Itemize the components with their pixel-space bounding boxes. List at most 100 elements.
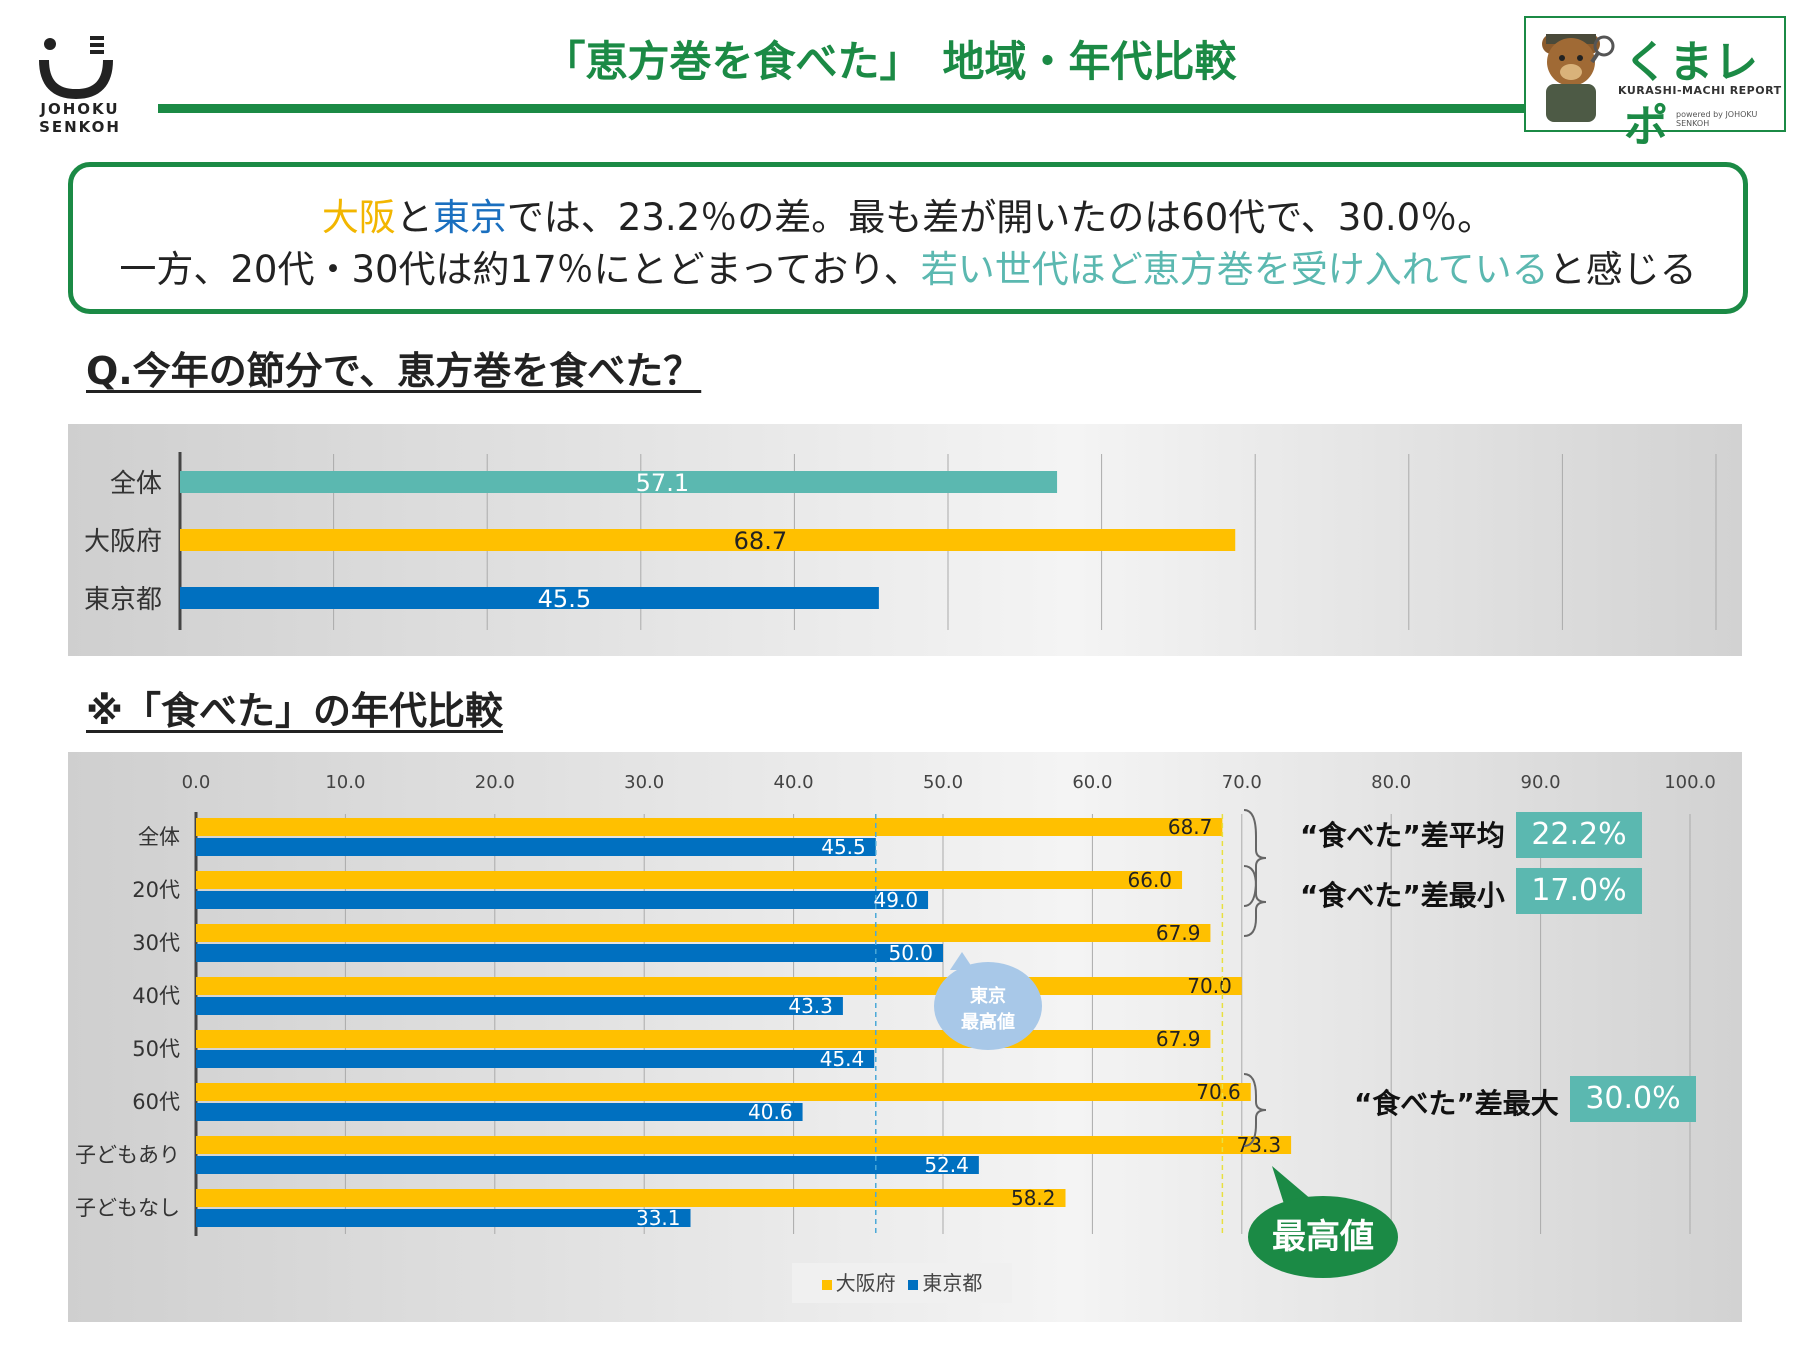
age-comparison-heading: ※「食べた」の年代比較	[86, 689, 503, 733]
johoku-logo	[28, 30, 128, 140]
tokyo-max-line1: 東京	[970, 986, 1006, 1007]
bar-tokyo	[196, 1103, 803, 1121]
bar-osaka	[196, 977, 1242, 995]
bar-tokyo	[196, 1156, 979, 1174]
x-tick-label: 60.0	[1072, 772, 1112, 793]
bar-osaka	[196, 1083, 1251, 1101]
bear-detective-icon	[1542, 34, 1615, 122]
logo-text-line2: SENKOH	[39, 118, 121, 136]
data-label: 70.6	[1196, 1080, 1241, 1104]
data-label: 45.5	[538, 585, 591, 613]
data-label: 45.4	[820, 1047, 865, 1071]
age-chart-panel: 0.0 10.0 20.0 30.0 40.0 50.0 60.0 70.0 80.0 90.0 1…	[68, 752, 1742, 1322]
max-bubble-pointer-icon	[1272, 1166, 1312, 1204]
annotation-braces	[1243, 809, 1267, 1147]
bar	[180, 471, 1058, 493]
chart-legend: 大阪府 東京都	[792, 1263, 1012, 1303]
summary-line-1: 大阪と東京では、23.2％の差。最も差が開いたのは60代で、30.0％。	[73, 187, 1743, 241]
category-label: 50代	[132, 1037, 180, 1061]
bar-osaka	[196, 818, 1223, 836]
diff-avg-value: 22.2%	[1516, 812, 1642, 858]
data-label: 66.0	[1128, 868, 1173, 892]
category-label: 子どもなし	[75, 1196, 180, 1220]
bar-tokyo	[196, 891, 929, 909]
bar-osaka	[196, 1030, 1211, 1048]
data-label: 40.6	[748, 1100, 793, 1124]
page-title: 「恵方巻を食べた」 地域・年代比較	[543, 37, 1237, 86]
legend-osaka-label: 大阪府	[835, 1271, 896, 1295]
data-label: 50.0	[888, 941, 933, 965]
tokyo-max-bubble: 東京 最高値	[934, 962, 1042, 1050]
category-label: 子どもあり	[75, 1143, 180, 1167]
bar-osaka	[196, 1189, 1066, 1207]
category-label: 全体	[138, 825, 180, 849]
data-label: 70.0	[1187, 974, 1232, 998]
category-label: 30代	[132, 931, 180, 955]
data-label: 67.9	[1156, 921, 1201, 945]
data-label: 68.7	[734, 527, 787, 555]
x-tick-label: 10.0	[325, 772, 365, 793]
tokyo-max-line2: 最高値	[961, 1012, 1015, 1033]
summary-tokyo: 東京	[432, 196, 507, 239]
logo-text-line1: JOHOKU	[40, 100, 120, 118]
x-tick-label: 90.0	[1521, 772, 1561, 793]
data-label: 67.9	[1156, 1027, 1201, 1051]
brace-max-icon	[1243, 1073, 1267, 1147]
bar-osaka	[196, 1136, 1292, 1154]
category-label: 全体	[110, 469, 162, 499]
logo-text: JOHOKU SENKOH	[20, 100, 140, 136]
title-underline	[158, 104, 1528, 113]
x-tick-label: 50.0	[923, 772, 963, 793]
bar-osaka	[196, 871, 1183, 889]
summary-box: 大阪と東京では、23.2％の差。最も差が開いたのは60代で、30.0％。 一方、…	[68, 162, 1748, 314]
bar-osaka	[196, 924, 1211, 942]
legend-tokyo-label: 東京都	[922, 1271, 983, 1295]
summary-line1-rest: では、23.2％の差。最も差が開いたのは60代で、30.0％。	[506, 196, 1495, 239]
legend-osaka-swatch	[821, 1279, 832, 1290]
category-label: 東京都	[84, 585, 162, 615]
x-tick-label: 20.0	[475, 772, 515, 793]
data-label: 33.1	[636, 1206, 681, 1230]
summary-to: と	[395, 196, 433, 239]
brace-min-icon	[1243, 865, 1267, 937]
data-label: 68.7	[1168, 815, 1213, 839]
data-label: 45.5	[821, 835, 866, 859]
category-label: 大阪府	[84, 527, 162, 557]
badge-powered-by: powered by JOHOKU SENKOH	[1676, 110, 1758, 128]
x-tick-label: 70.0	[1222, 772, 1262, 793]
diff-max-label: “食べた”差最大	[1354, 1087, 1559, 1120]
overall-max-bubble: 最高値	[1248, 1196, 1398, 1278]
region-bar-chart: 全体 57.1 大阪府 68.7 東京都 45.5	[84, 452, 1717, 630]
tokyo-bubble-pointer-icon	[950, 952, 974, 970]
x-tick-label: 30.0	[624, 772, 664, 793]
bar	[180, 587, 879, 609]
summary-line-2: 一方、20代・30代は約17％にとどまっており、若い世代ほど恵方巻を受け入れてい…	[73, 239, 1743, 293]
data-label: 43.3	[788, 994, 833, 1018]
category-label: 60代	[132, 1090, 180, 1114]
bar-tokyo	[196, 997, 843, 1015]
category-label: 40代	[132, 984, 180, 1008]
logo-mark-icon	[39, 36, 113, 100]
data-label: 57.1	[636, 469, 689, 497]
x-tick-label: 0.0	[182, 772, 211, 793]
bar-tokyo	[196, 838, 876, 856]
category-label: 20代	[132, 878, 180, 902]
data-label: 58.2	[1011, 1186, 1056, 1210]
summary-line2-start: 一方、20代・30代は約17％にとどまっており、	[119, 248, 921, 291]
summary-highlight: 若い世代ほど恵方巻を受け入れている	[920, 248, 1549, 291]
x-tick-label: 100.0	[1664, 772, 1716, 793]
badge-title: くまレポ	[1624, 37, 1759, 152]
badge-subtitle: KURASHI-MACHI REPORT	[1618, 84, 1782, 97]
bar	[180, 529, 1236, 551]
data-label: 73.3	[1237, 1133, 1282, 1157]
x-tick-label: 80.0	[1371, 772, 1411, 793]
question-heading: Q.今年の節分で、恵方巻を食べた？	[86, 349, 702, 393]
region-chart-panel: 全体 57.1 大阪府 68.7 東京都 45.5	[68, 424, 1742, 656]
diff-min-label: “食べた”差最小	[1300, 879, 1505, 912]
kuma-repo-badge: くまレポ KURASHI-MACHI REPORT powered by JOH…	[1524, 16, 1786, 152]
x-tick-label: 40.0	[774, 772, 814, 793]
bar-tokyo	[196, 1209, 691, 1227]
bar-tokyo	[196, 944, 943, 962]
summary-osaka: 大阪	[321, 196, 396, 239]
age-bar-chart: 0.0 10.0 20.0 30.0 40.0 50.0 60.0 70.0 80.0 90.0 1…	[75, 772, 1716, 1236]
